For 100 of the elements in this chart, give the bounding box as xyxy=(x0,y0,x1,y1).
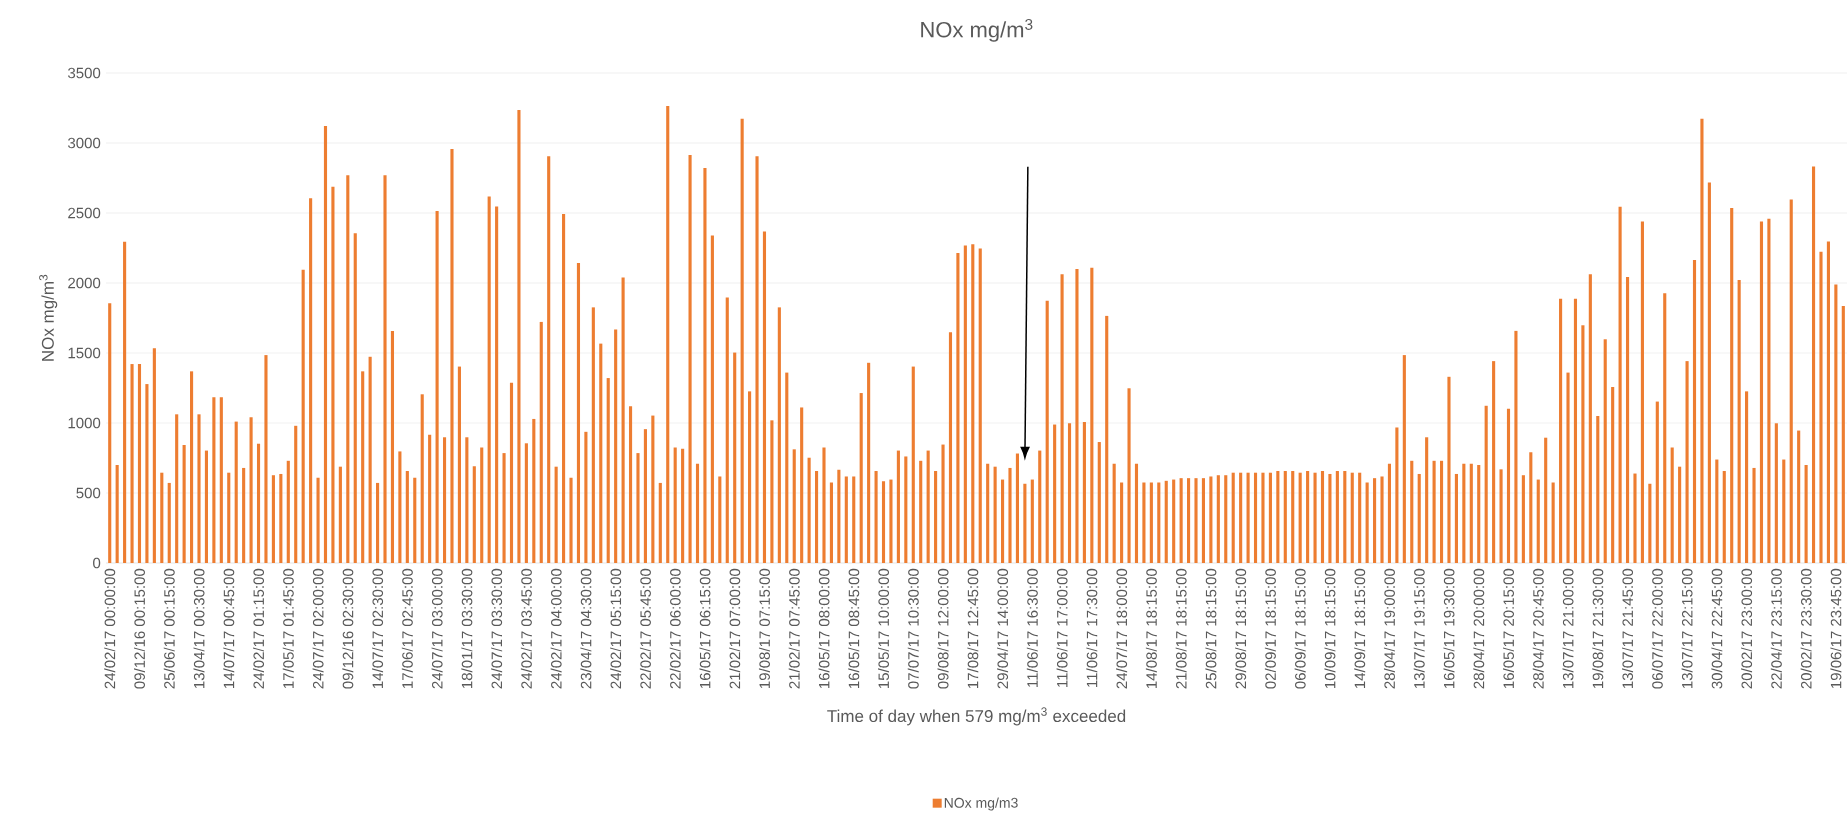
x-tick-label: 02/09/17 18:15:00 xyxy=(1264,568,1276,689)
bar xyxy=(628,406,633,563)
x-tick-label: 24/07/17 18:00:00 xyxy=(1116,568,1128,689)
bar xyxy=(1410,460,1414,563)
x-axis-title: Time of day when 579 mg/m$^{3}$ exceeded xyxy=(827,707,1126,726)
bar xyxy=(1618,206,1622,563)
bar xyxy=(1685,361,1689,563)
x-tick-label: 06/09/17 18:15:00 xyxy=(1294,568,1306,689)
bar xyxy=(286,460,290,563)
bar xyxy=(1700,118,1704,563)
bar xyxy=(1053,424,1057,563)
x-tick-label: 24/07/17 03:30:00 xyxy=(491,568,503,689)
x-tick-label: 19/08/17 07:15:00 xyxy=(758,568,770,688)
bar xyxy=(874,471,878,563)
bar xyxy=(703,168,707,563)
bar xyxy=(867,362,871,563)
x-tick-label: 22/04/17 23:15:00 xyxy=(1770,568,1782,689)
bar xyxy=(271,475,275,563)
bar xyxy=(695,463,700,563)
bar xyxy=(1692,260,1697,563)
bar xyxy=(517,110,521,563)
x-tick-label: 14/07/17 00:45:00 xyxy=(223,568,235,688)
bar xyxy=(934,471,938,563)
bar xyxy=(1201,478,1206,563)
x-tick-label: 17/06/17 02:45:00 xyxy=(401,568,413,688)
bar xyxy=(814,471,819,563)
bar xyxy=(1030,479,1034,563)
bar xyxy=(108,303,112,563)
bar xyxy=(1112,463,1116,563)
x-tick-label: 20/02/17 23:00:00 xyxy=(1741,568,1753,689)
bar xyxy=(1253,472,1258,563)
bar xyxy=(1179,478,1183,563)
bar xyxy=(978,248,982,563)
bar xyxy=(450,148,454,563)
bar xyxy=(1120,482,1124,563)
bar xyxy=(681,448,685,563)
bar xyxy=(1261,472,1265,563)
bar xyxy=(1209,476,1213,563)
bar xyxy=(956,252,960,563)
x-tick-label: 25/06/17 00:15:00 xyxy=(163,568,175,689)
x-tick-label: 09/08/17 12:00:00 xyxy=(937,568,949,689)
bar xyxy=(457,366,461,563)
bar xyxy=(740,118,744,563)
bar xyxy=(1149,482,1153,563)
y-axis-title: NOx mg/m$^{3}$ xyxy=(39,274,58,361)
x-tick-label: 13/07/17 21:00:00 xyxy=(1562,568,1574,688)
x-tick-label: 23/04/17 04:30:00 xyxy=(580,568,592,689)
bar xyxy=(1343,471,1347,563)
bar xyxy=(1678,466,1682,563)
bar xyxy=(1045,300,1049,563)
x-tick-label: 24/02/17 00:00:00 xyxy=(104,568,116,689)
bar xyxy=(1425,437,1429,563)
bar xyxy=(1477,465,1481,563)
bar xyxy=(204,450,209,563)
x-tick-label: 24/02/17 03:45:00 xyxy=(520,568,532,689)
bar xyxy=(636,453,640,563)
bar xyxy=(993,466,997,563)
bar xyxy=(1447,376,1451,563)
bar xyxy=(294,425,298,563)
bar xyxy=(1767,218,1771,563)
x-tick-label: 21/02/17 07:45:00 xyxy=(788,568,800,689)
bar xyxy=(1298,472,1302,563)
bar xyxy=(941,444,945,563)
x-tick-label: 11/06/17 16:30:00 xyxy=(1026,568,1038,687)
bar xyxy=(904,456,908,563)
bar xyxy=(1023,483,1027,563)
x-tick-label: 24/02/17 04:00:00 xyxy=(550,568,562,689)
bar xyxy=(710,235,714,563)
bar xyxy=(911,366,915,563)
bar xyxy=(1670,447,1674,563)
bar xyxy=(591,307,595,563)
bar xyxy=(733,352,737,563)
bar xyxy=(1454,473,1458,563)
bar xyxy=(688,154,692,563)
x-tick-label: 14/07/17 02:30:00 xyxy=(372,568,384,688)
bar xyxy=(160,472,164,563)
bar xyxy=(1001,479,1005,563)
x-tick-label: 24/07/17 03:00:00 xyxy=(431,568,443,689)
bar xyxy=(309,198,313,563)
y-tick-label: 2000 xyxy=(68,277,101,289)
bar xyxy=(1611,387,1615,563)
bar xyxy=(1306,471,1310,563)
x-tick-label: 29/04/17 14:00:00 xyxy=(997,568,1009,689)
bar xyxy=(1573,298,1578,563)
bar xyxy=(1008,467,1012,563)
x-tick-label: 22/02/17 05:45:00 xyxy=(639,568,651,689)
bar xyxy=(524,443,528,563)
bar xyxy=(1439,460,1444,563)
bar xyxy=(1759,221,1764,563)
bar xyxy=(777,307,781,563)
x-tick-label: 13/07/17 22:15:00 xyxy=(1681,568,1693,688)
x-tick-label: 29/08/17 18:15:00 xyxy=(1235,568,1247,689)
bar xyxy=(748,391,752,563)
bar xyxy=(1134,463,1139,563)
y-tick-label: 1000 xyxy=(68,417,101,429)
bar xyxy=(844,476,848,563)
x-tick-label: 11/06/17 17:00:00 xyxy=(1056,568,1068,687)
bar xyxy=(442,437,447,563)
bar xyxy=(599,343,603,563)
x-tick-label: 13/07/17 21:45:00 xyxy=(1622,568,1634,688)
